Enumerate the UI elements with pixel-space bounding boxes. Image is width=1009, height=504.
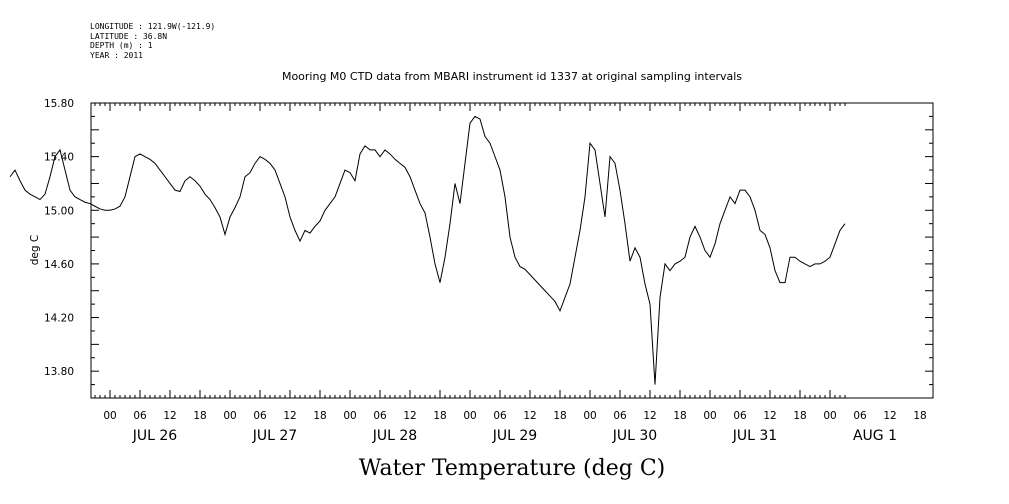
temperature-series-line [9, 115, 846, 385]
y-tick-label: 14.60 [44, 259, 74, 271]
latitude-text: LATITUDE : 36.8N [90, 31, 168, 41]
x-tick-label: 00 [703, 410, 716, 422]
year-text: YEAR : 2011 [90, 50, 143, 60]
tick-layer [91, 102, 933, 399]
x-tick-label: 12 [163, 410, 176, 422]
x-tick-label: 12 [643, 410, 656, 422]
x-tick-label: 06 [493, 410, 507, 422]
x-tick-label: 18 [193, 410, 206, 422]
plot-frame [90, 102, 934, 399]
day-label: JUL 29 [492, 428, 537, 444]
x-tick-label: 18 [433, 410, 446, 422]
day-label: JUL 26 [132, 428, 178, 444]
x-tick-label: 06 [133, 410, 147, 422]
x-axis-label: Water Temperature (deg C) [359, 456, 666, 481]
x-tick-label: 06 [373, 410, 387, 422]
x-tick-label: 00 [343, 410, 356, 422]
chart-title: Mooring M0 CTD data from MBARI instrumen… [282, 70, 742, 83]
x-tick-label: 00 [103, 410, 116, 422]
x-tick-labels: 00 06 12 18 00 06 12 18 00 06 12 18 00 06 12 18 00 06 12 18… [103, 410, 926, 422]
x-tick-label: 18 [913, 410, 926, 422]
depth-text: DEPTH (m) : 1 [90, 41, 153, 50]
x-tick-label: 06 [253, 410, 267, 422]
metadata-block: LONGITUDE : 121.9W(-121.9) LATITUDE : 36… [90, 22, 215, 60]
x-tick-label: 06 [733, 410, 747, 422]
longitude-text: LONGITUDE : 121.9W(-121.9) [90, 22, 216, 31]
day-label: AUG 1 [853, 428, 897, 444]
x-tick-label: 18 [673, 410, 686, 422]
x-tick-label: 12 [883, 410, 896, 422]
y-axis-label: deg C [29, 235, 41, 265]
x-tick-label: 12 [403, 410, 416, 422]
x-tick-label: 06 [613, 410, 627, 422]
y-tick-label: 14.20 [44, 313, 74, 325]
y-tick-label: 15.40 [44, 152, 74, 164]
x-tick-label: 18 [553, 410, 566, 422]
y-tick-label: 13.80 [44, 366, 74, 378]
x-tick-label: 06 [853, 410, 867, 422]
day-label: JUL 28 [372, 428, 417, 444]
x-tick-label: 00 [583, 410, 596, 422]
x-tick-label: 00 [463, 410, 476, 422]
day-labels: JUL 26 JUL 27 JUL 28 JUL 29 JUL 30 JUL 31 AUG … [132, 428, 897, 444]
x-tick-label: 18 [793, 410, 806, 422]
y-tick-label: 15.80 [44, 98, 74, 110]
x-tick-label: 12 [283, 410, 296, 422]
x-tick-label: 18 [313, 410, 326, 422]
y-tick-label: 15.00 [44, 205, 74, 217]
x-tick-label: 12 [763, 410, 776, 422]
day-label: JUL 30 [612, 428, 657, 444]
day-label: JUL 27 [252, 428, 297, 444]
y-tick-labels: 15.80 15.40 15.00 14.60 14.20 13.80 [44, 98, 74, 378]
x-tick-label: 00 [823, 410, 836, 422]
x-tick-label: 12 [523, 410, 536, 422]
day-label: JUL 31 [732, 428, 777, 444]
x-tick-label: 00 [223, 410, 236, 422]
